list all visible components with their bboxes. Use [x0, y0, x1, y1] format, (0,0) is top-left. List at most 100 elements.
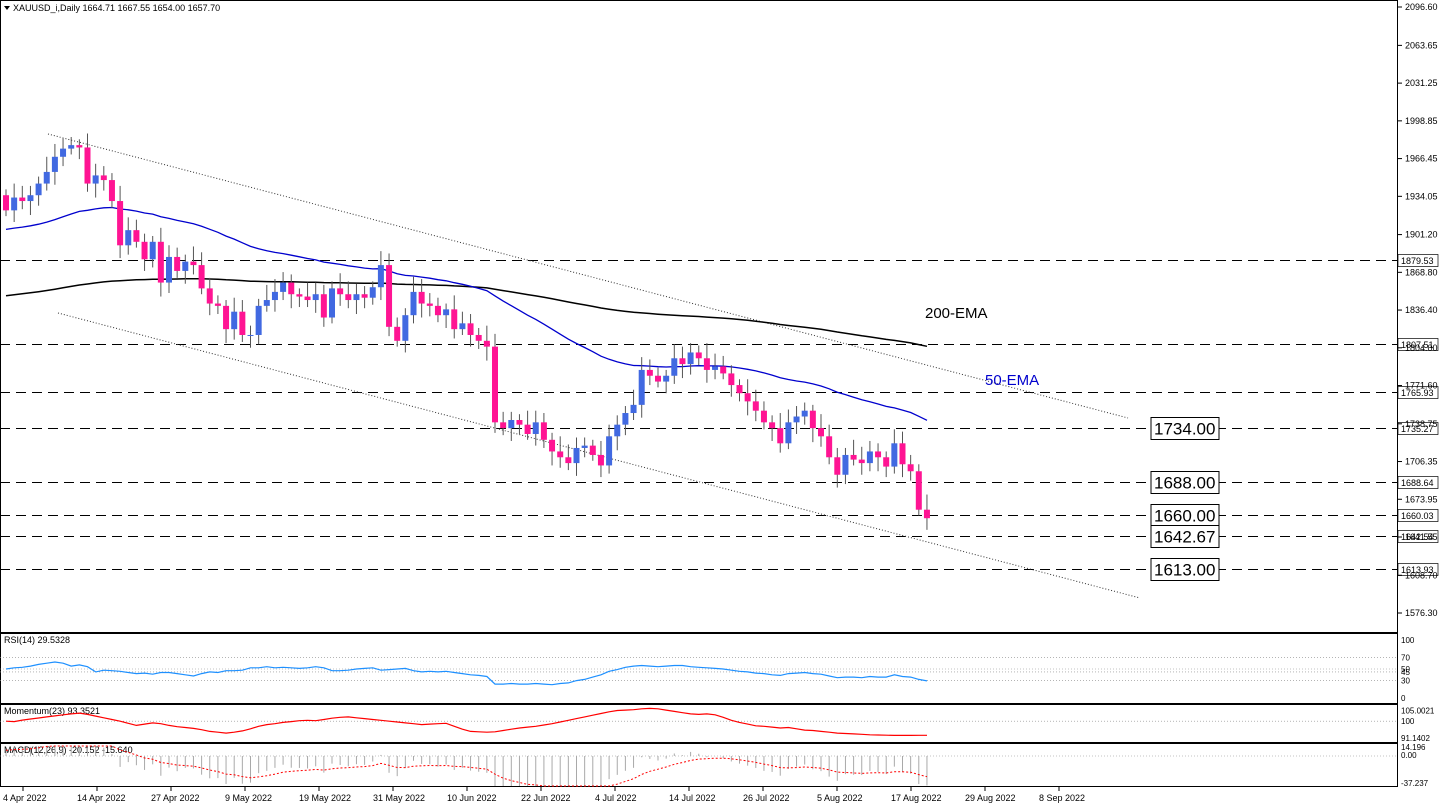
candle-body [703, 358, 710, 370]
candle-body [320, 294, 327, 318]
momentum-label: Momentum(23) 93.3521 [4, 706, 100, 716]
candle-body [736, 385, 743, 394]
candle [84, 133, 91, 192]
candle-body [443, 309, 450, 316]
panel-frames [0, 0, 1398, 787]
level-axis-box [1397, 422, 1439, 435]
candle-body [516, 420, 523, 425]
level-callout-box [1150, 417, 1220, 440]
candle [182, 254, 189, 284]
candle-body [223, 305, 230, 330]
candle-body [581, 445, 588, 448]
candle-body [60, 148, 67, 157]
candle [206, 277, 213, 316]
candle-body [899, 443, 906, 465]
candle-body [915, 471, 922, 510]
candle-body [663, 375, 670, 382]
candle-body [785, 422, 792, 444]
candle [850, 439, 857, 466]
candle [133, 219, 140, 248]
candle-body [809, 410, 816, 429]
candle [174, 247, 181, 278]
candle-body [907, 464, 914, 472]
candle [777, 413, 784, 453]
candle [312, 282, 319, 313]
candle [214, 295, 221, 315]
candle-body [100, 175, 107, 181]
candle-body [418, 291, 425, 304]
candle-body [695, 352, 702, 359]
candle-body [402, 315, 409, 341]
candle [3, 189, 9, 217]
candle-body [500, 422, 507, 429]
momentum-tick-label: 105.0021 [1401, 707, 1435, 716]
candle-body [769, 422, 776, 429]
candle-body [622, 413, 629, 425]
candle-body [671, 358, 678, 376]
candle-body [288, 282, 295, 295]
candle-body [606, 436, 613, 466]
candle [451, 295, 458, 339]
macd-panel-frame [0, 743, 1398, 787]
time-tick-label: 14 Apr 2022 [77, 793, 126, 803]
candle [353, 283, 360, 315]
candle [630, 389, 637, 421]
dropdown-triangle-icon[interactable] [4, 6, 10, 10]
candle [581, 437, 588, 458]
candle-body [386, 265, 393, 327]
candle-body [182, 261, 189, 271]
price-tick-label: 1966.45 [1405, 154, 1438, 164]
candle [826, 424, 833, 465]
candle [369, 281, 376, 305]
candle [720, 355, 727, 380]
candle-body [589, 445, 596, 455]
level-callout-label: 1688.00 [1154, 474, 1215, 493]
rsi-label: RSI(14) 29.5328 [4, 635, 70, 645]
candle-body [361, 294, 368, 298]
candle [426, 293, 433, 317]
candle-body [43, 171, 50, 184]
rsi-tick-label: 50 [1401, 665, 1410, 674]
candle-body [540, 422, 547, 440]
price-axis: 2096.60 2063.65 2031.25 1998.85 1966.45 1934.… [1398, 2, 1438, 618]
candle [614, 415, 621, 451]
momentum-panel-frame [0, 704, 1398, 743]
level-axis-box [1397, 338, 1439, 351]
candle-body [532, 422, 539, 434]
level-axis-box [1397, 530, 1439, 543]
time-tick-label: 4 Jul 2022 [595, 793, 637, 803]
ema200-annotation: 200-EMA [925, 305, 988, 322]
momentum-tick-label: 91.1402 [1401, 734, 1430, 743]
candle-body [157, 241, 164, 283]
price-tick-label: 1576.30 [1405, 608, 1438, 618]
level-axis-label: 1688.64 [1401, 478, 1434, 488]
candle [858, 446, 865, 475]
price-tick-label: 2031.25 [1405, 78, 1438, 88]
candle-body [630, 404, 637, 414]
price-tick-label: 1771.60 [1405, 381, 1438, 391]
candle [875, 443, 882, 472]
candle-body [875, 451, 882, 458]
candle [198, 252, 205, 295]
candle-body [304, 296, 311, 301]
candle [475, 327, 482, 349]
candle-body [369, 287, 376, 298]
rsi-tick-label: 100 [1401, 636, 1415, 645]
candle-body [231, 311, 238, 330]
level-axis-label: 1807.51 [1401, 340, 1434, 350]
rsi-tick-label: 70 [1401, 653, 1410, 662]
candle [565, 444, 572, 471]
candle [76, 139, 83, 160]
candle [166, 245, 172, 294]
rsi-tick-label: 0 [1401, 694, 1406, 703]
time-tick-label: 5 Aug 2022 [817, 793, 863, 803]
candle-body [312, 294, 319, 301]
candle-body [597, 454, 604, 466]
time-tick-label: 9 May 2022 [225, 793, 272, 803]
candle [573, 437, 580, 476]
level-axis-box [1397, 254, 1439, 267]
candle-body [296, 294, 303, 297]
candle [679, 346, 686, 379]
time-tick-label: 4 Apr 2022 [3, 793, 47, 803]
